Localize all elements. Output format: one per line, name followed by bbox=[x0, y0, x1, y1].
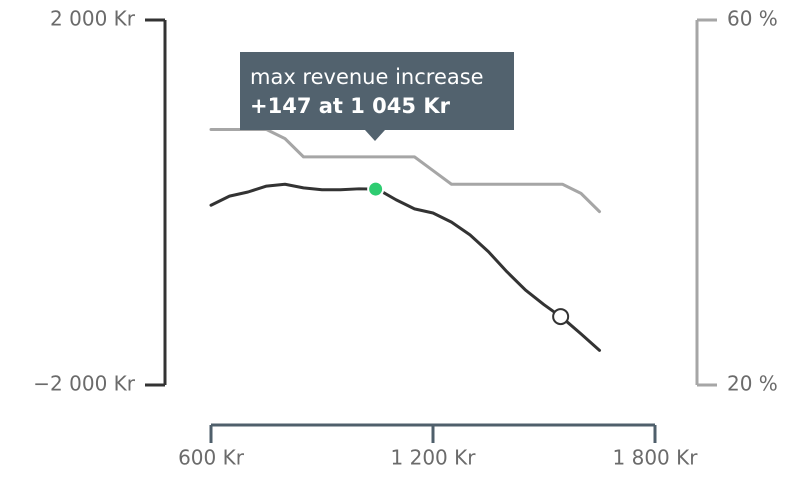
x-tick-label: 600 Kr bbox=[178, 446, 245, 470]
y2-tick-label: 20 % bbox=[727, 372, 778, 396]
y-tick-label: 2 000 Kr bbox=[50, 7, 136, 31]
line bbox=[209, 128, 601, 214]
x-tick-label: 1 800 Kr bbox=[613, 446, 699, 470]
tooltip-box bbox=[240, 52, 514, 130]
x-tick-label: 1 200 Kr bbox=[391, 446, 477, 470]
line bbox=[209, 182, 601, 352]
tooltip: max revenue increase +147 at 1 045 Kr bbox=[240, 52, 514, 141]
marker bbox=[367, 180, 385, 198]
tooltip-title: max revenue increase bbox=[250, 65, 484, 89]
y2-tick-label: 60 % bbox=[727, 7, 778, 31]
tooltip-pointer bbox=[365, 130, 385, 141]
tooltip-text: +147 at 1 045 Kr bbox=[250, 94, 451, 118]
y-tick-label: −2 000 Kr bbox=[33, 372, 135, 396]
plot bbox=[209, 128, 601, 352]
marker bbox=[552, 308, 570, 326]
